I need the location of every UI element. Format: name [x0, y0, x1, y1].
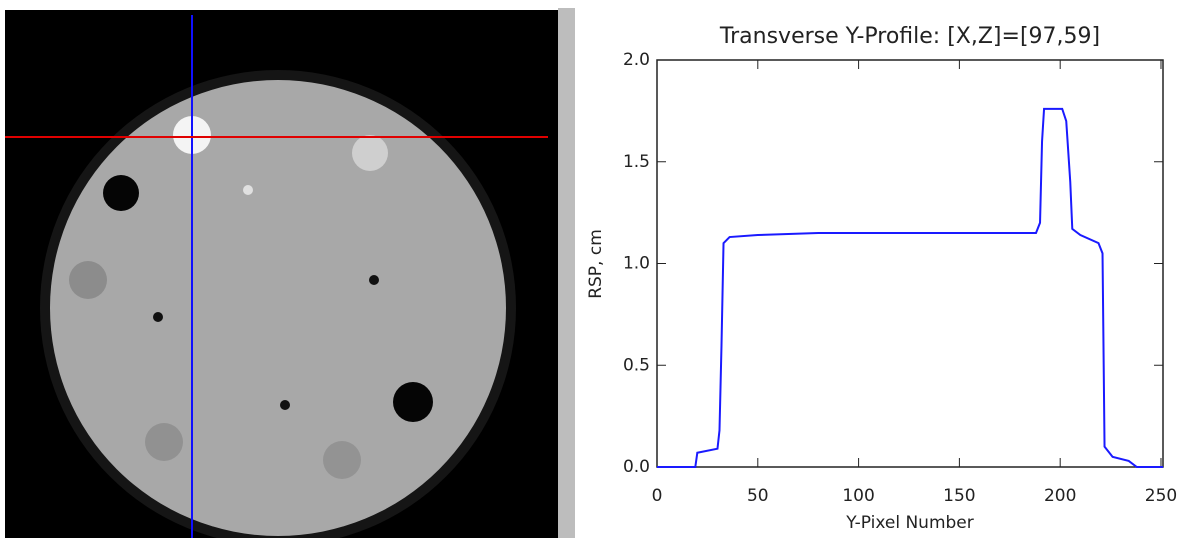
screen: Transverse Y-Profile: [X,Z]=[97,59] Y-Pi… [0, 0, 1188, 538]
chart-title: Transverse Y-Profile: [X,Z]=[97,59] [719, 24, 1100, 49]
x-tick-label: 200 [1044, 486, 1076, 506]
y-axis-label: RSP, cm [586, 229, 606, 299]
y-tick-label: 1.5 [623, 152, 650, 172]
x-axis-label: Y-Pixel Number [845, 513, 974, 533]
x-tick-label: 100 [842, 486, 874, 506]
ct-image [5, 8, 575, 538]
x-tick-label: 0 [652, 486, 663, 506]
y-tick-label: 0.5 [623, 355, 650, 375]
x-tick-label: 150 [943, 486, 975, 506]
y-tick-label: 2.0 [623, 50, 650, 70]
data-line [657, 109, 1163, 467]
x-tick-label: 250 [1145, 486, 1177, 506]
y-tick-label: 0.0 [623, 457, 650, 477]
y-tick-label: 1.0 [623, 254, 650, 274]
plot-frame [657, 60, 1163, 467]
x-tick-label: 50 [747, 486, 769, 506]
